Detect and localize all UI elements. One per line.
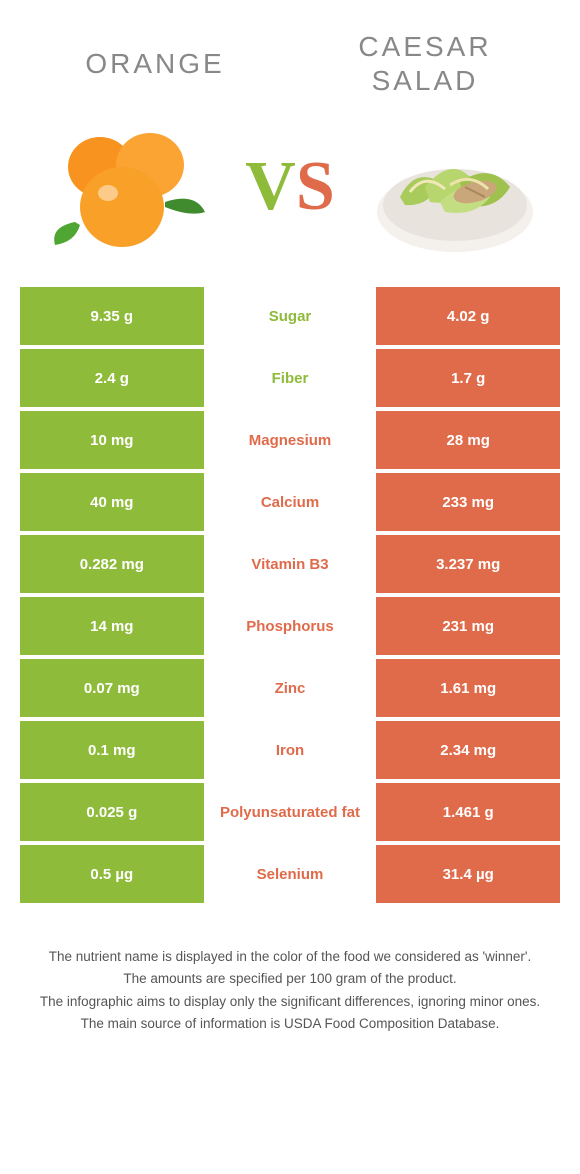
right-value: 231 mg: [376, 597, 560, 655]
right-value: 3.237 mg: [376, 535, 560, 593]
left-value: 10 mg: [20, 411, 204, 469]
left-value: 9.35 g: [20, 287, 204, 345]
right-value: 1.7 g: [376, 349, 560, 407]
nutrient-row: 10 mgMagnesium28 mg: [20, 411, 560, 469]
nutrient-label: Selenium: [204, 845, 377, 903]
left-value: 0.1 mg: [20, 721, 204, 779]
right-value: 1.461 g: [376, 783, 560, 841]
right-food-title: Caesar salad: [304, 30, 547, 97]
nutrient-label: Vitamin B3: [204, 535, 377, 593]
header-titles: Orange Caesar salad: [0, 0, 580, 107]
footer-line-3: The infographic aims to display only the…: [30, 992, 550, 1012]
nutrient-label: Sugar: [204, 287, 377, 345]
nutrient-row: 14 mgPhosphorus231 mg: [20, 597, 560, 655]
nutrient-label: Iron: [204, 721, 377, 779]
nutrient-row: 2.4 gFiber1.7 g: [20, 349, 560, 407]
vs-s: S: [296, 147, 335, 227]
left-value: 0.5 µg: [20, 845, 204, 903]
right-value: 233 mg: [376, 473, 560, 531]
nutrient-row: 0.1 mgIron2.34 mg: [20, 721, 560, 779]
nutrient-label: Phosphorus: [204, 597, 377, 655]
footer-line-1: The nutrient name is displayed in the co…: [30, 947, 550, 967]
footer-line-2: The amounts are specified per 100 gram o…: [30, 969, 550, 989]
left-value: 0.07 mg: [20, 659, 204, 717]
vs-label: VS: [245, 147, 335, 227]
nutrient-label: Fiber: [204, 349, 377, 407]
salad-image: [370, 117, 540, 257]
right-value: 1.61 mg: [376, 659, 560, 717]
right-value: 4.02 g: [376, 287, 560, 345]
nutrient-table: 9.35 gSugar4.02 g2.4 gFiber1.7 g10 mgMag…: [0, 287, 580, 903]
right-value: 2.34 mg: [376, 721, 560, 779]
nutrient-label: Calcium: [204, 473, 377, 531]
image-row: VS: [0, 107, 580, 287]
nutrient-row: 0.282 mgVitamin B33.237 mg: [20, 535, 560, 593]
left-value: 40 mg: [20, 473, 204, 531]
right-value: 28 mg: [376, 411, 560, 469]
left-value: 14 mg: [20, 597, 204, 655]
vs-v: V: [245, 147, 296, 227]
nutrient-row: 0.5 µgSelenium31.4 µg: [20, 845, 560, 903]
nutrient-row: 40 mgCalcium233 mg: [20, 473, 560, 531]
right-value: 31.4 µg: [376, 845, 560, 903]
left-value: 0.282 mg: [20, 535, 204, 593]
nutrient-row: 0.025 gPolyunsaturated fat1.461 g: [20, 783, 560, 841]
left-food-title: Orange: [34, 47, 277, 81]
nutrient-label: Magnesium: [204, 411, 377, 469]
nutrient-label: Polyunsaturated fat: [204, 783, 377, 841]
left-value: 0.025 g: [20, 783, 204, 841]
nutrient-label: Zinc: [204, 659, 377, 717]
footer-notes: The nutrient name is displayed in the co…: [0, 907, 580, 1056]
left-value: 2.4 g: [20, 349, 204, 407]
footer-line-4: The main source of information is USDA F…: [30, 1014, 550, 1034]
nutrient-row: 0.07 mgZinc1.61 mg: [20, 659, 560, 717]
nutrient-row: 9.35 gSugar4.02 g: [20, 287, 560, 345]
orange-image: [40, 117, 210, 257]
